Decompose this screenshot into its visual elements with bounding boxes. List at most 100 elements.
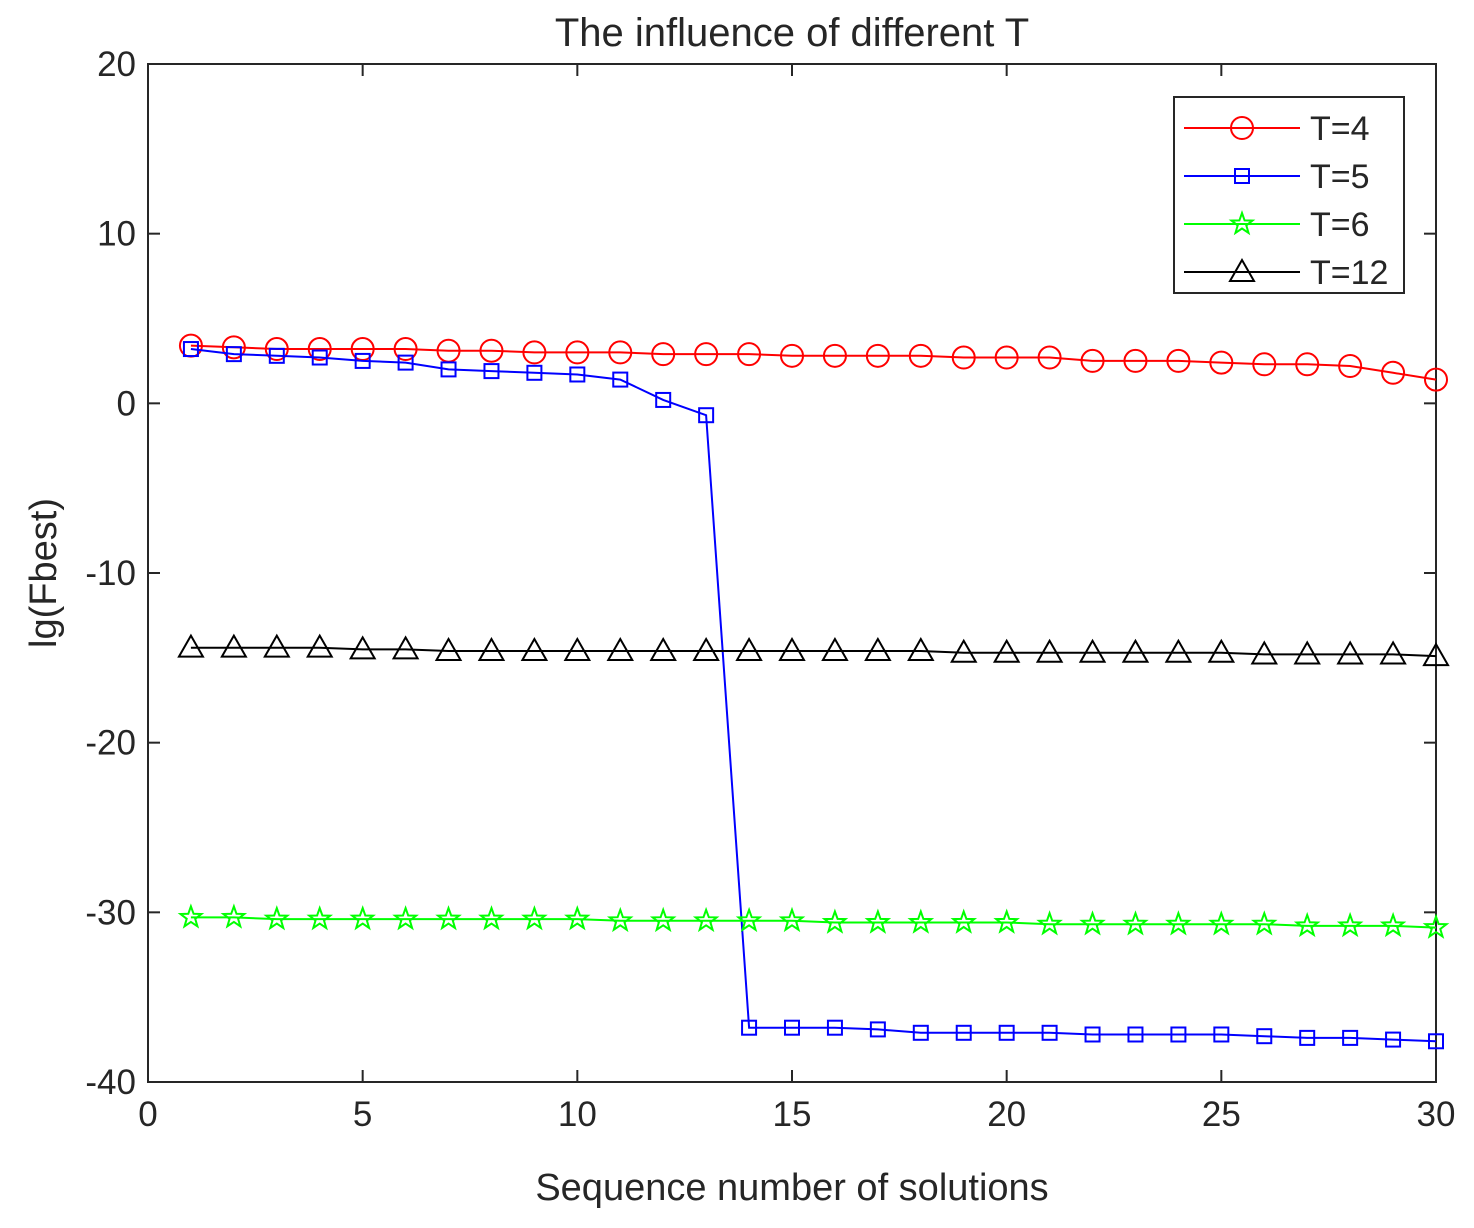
y-tick-label: -30 <box>85 893 136 932</box>
data-point-t-6 <box>521 905 548 931</box>
data-point-t-5 <box>1299 1029 1316 1046</box>
data-point-t-6 <box>1250 910 1278 936</box>
data-point-t-5 <box>1170 1026 1187 1043</box>
data-point-t-5 <box>397 354 414 371</box>
data-point-t-4 <box>865 343 890 368</box>
data-point-t-6 <box>864 908 892 934</box>
data-point-t-5 <box>1084 1026 1101 1043</box>
data-point-t-4 <box>994 345 1019 370</box>
data-point-t-4 <box>737 342 762 367</box>
data-point-t-5 <box>826 1019 843 1036</box>
data-point-t-12 <box>692 637 720 662</box>
y-tick-label: 20 <box>97 45 136 84</box>
data-point-t-5 <box>1428 1033 1444 1050</box>
x-tick-label: 10 <box>558 1095 597 1134</box>
data-point-t-12 <box>1379 640 1407 665</box>
data-point-t-12 <box>1293 640 1321 665</box>
data-point-t-12 <box>1164 638 1193 663</box>
data-point-t-12 <box>348 635 377 660</box>
data-point-t-4 <box>264 337 289 362</box>
data-point-t-5 <box>655 391 672 408</box>
data-point-t-12 <box>992 638 1021 663</box>
data-point-t-12 <box>263 633 291 658</box>
legend-item-t-12: T=12 <box>1184 254 1388 292</box>
y-axis-label: lg(Fbest) <box>23 498 65 648</box>
data-point-t-5 <box>955 1024 972 1041</box>
legend-marker-t-4 <box>1230 116 1254 140</box>
data-point-t-4 <box>307 337 332 362</box>
x-axis-label: Sequence number of solutions <box>535 1167 1048 1209</box>
data-point-t-5 <box>1213 1026 1230 1043</box>
data-point-t-4 <box>908 343 933 368</box>
data-point-t-5 <box>1342 1029 1359 1046</box>
data-point-t-6 <box>349 905 376 931</box>
data-point-t-6 <box>177 903 205 929</box>
data-point-t-12 <box>649 637 677 662</box>
data-point-t-12 <box>1035 638 1064 663</box>
series-layer <box>177 333 1450 1050</box>
data-point-t-12 <box>1121 638 1150 663</box>
data-point-t-4 <box>565 340 590 365</box>
data-point-t-12 <box>1078 638 1107 663</box>
data-point-t-4 <box>951 345 976 370</box>
y-tick-label: -10 <box>85 554 136 593</box>
data-point-t-5 <box>784 1019 800 1036</box>
data-point-t-4 <box>221 335 246 360</box>
data-point-t-12 <box>220 633 248 658</box>
data-point-t-5 <box>526 364 543 381</box>
data-point-t-4 <box>780 343 804 368</box>
data-point-t-5 <box>1041 1024 1058 1041</box>
legend-box <box>1173 96 1405 294</box>
data-point-t-6 <box>1165 910 1192 936</box>
x-tick-label: 15 <box>773 1095 812 1134</box>
data-point-t-6 <box>907 908 935 934</box>
data-point-t-6 <box>306 905 334 931</box>
data-point-t-6 <box>435 905 462 931</box>
legend-marker-t-6 <box>1228 209 1256 236</box>
data-point-t-12 <box>520 637 549 662</box>
data-point-t-6 <box>392 905 419 931</box>
x-tick-label: 25 <box>1202 1095 1241 1134</box>
data-point-t-4 <box>1252 352 1277 377</box>
data-point-t-6 <box>606 906 634 933</box>
legend: T=4 T=5 T=6 T=12 <box>1173 96 1405 294</box>
data-point-t-5 <box>1127 1026 1144 1043</box>
series-t-12 <box>177 633 1450 667</box>
data-point-t-6 <box>735 906 763 933</box>
y-tick-label: 10 <box>97 215 136 254</box>
legend-label-t-6: T=6 <box>1310 206 1370 244</box>
data-point-t-6 <box>993 908 1020 934</box>
series-line-t-4 <box>190 344 1437 381</box>
data-point-t-6 <box>1036 910 1063 936</box>
data-point-t-6 <box>821 908 849 934</box>
y-tick-label: -20 <box>85 724 136 763</box>
data-point-t-6 <box>1079 910 1106 936</box>
y-tick-label: -40 <box>85 1063 136 1102</box>
series-t-5 <box>182 341 1444 1050</box>
data-point-t-12 <box>864 637 892 662</box>
data-point-t-12 <box>477 637 506 662</box>
legend-item-t-6: T=6 <box>1184 206 1370 244</box>
data-point-t-6 <box>478 905 505 931</box>
data-point-t-6 <box>692 906 720 933</box>
data-point-t-5 <box>698 407 715 424</box>
data-point-t-4 <box>1338 354 1363 379</box>
data-point-t-4 <box>1080 348 1105 373</box>
data-point-t-12 <box>177 633 205 658</box>
data-point-t-4 <box>1166 348 1191 373</box>
data-point-t-6 <box>263 905 291 931</box>
data-point-t-12 <box>1336 640 1364 665</box>
data-point-t-4 <box>1381 360 1406 385</box>
data-point-t-12 <box>1422 642 1450 667</box>
ticks-layer: 0 5 10 15 20 25 30 -40 -30 -20 -10 0 10 20 <box>85 45 1455 1134</box>
data-point-t-12 <box>950 638 978 663</box>
data-point-t-4 <box>822 343 847 368</box>
data-point-t-6 <box>950 908 978 934</box>
data-point-t-5 <box>741 1019 758 1036</box>
data-point-t-6 <box>1293 911 1321 938</box>
data-point-t-5 <box>311 349 328 366</box>
x-tick-label: 30 <box>1417 1095 1456 1134</box>
data-point-t-5 <box>182 341 199 358</box>
data-point-t-5 <box>869 1021 886 1038</box>
data-point-t-12 <box>391 635 420 660</box>
